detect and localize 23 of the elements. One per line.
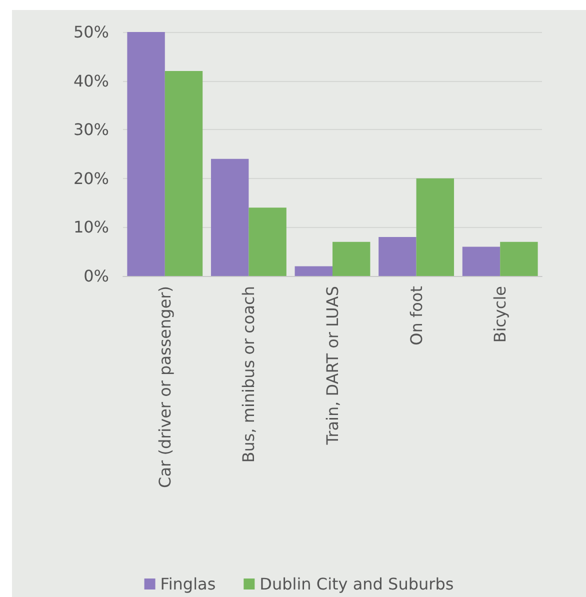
x-tick-label: Bicycle — [490, 286, 510, 343]
x-tick-label: Car (driver or passenger) — [155, 286, 174, 488]
bar — [210, 158, 249, 276]
bar — [332, 242, 370, 276]
bar — [127, 32, 165, 276]
y-tick-label: 30% — [73, 120, 109, 140]
bar — [416, 178, 454, 276]
y-tick-label: 40% — [73, 71, 109, 90]
x-tick-label: Train, DART or LUAS — [323, 286, 342, 446]
y-tick-label: 0% — [84, 266, 109, 286]
legend-label: Finglas — [160, 574, 216, 594]
y-tick-label: 10% — [73, 218, 109, 237]
y-tick-label: 50% — [73, 22, 109, 42]
bar — [164, 71, 203, 276]
bar — [378, 236, 416, 276]
bar — [248, 208, 286, 276]
bar — [500, 242, 538, 276]
y-tick-label: 20% — [73, 168, 109, 188]
x-tick-label: On foot — [406, 286, 426, 346]
bar — [294, 266, 332, 276]
bar — [462, 246, 500, 276]
x-tick-label: Bus, minibus or coach — [239, 286, 258, 463]
legend-label: Dublin City and Suburbs — [260, 574, 454, 594]
